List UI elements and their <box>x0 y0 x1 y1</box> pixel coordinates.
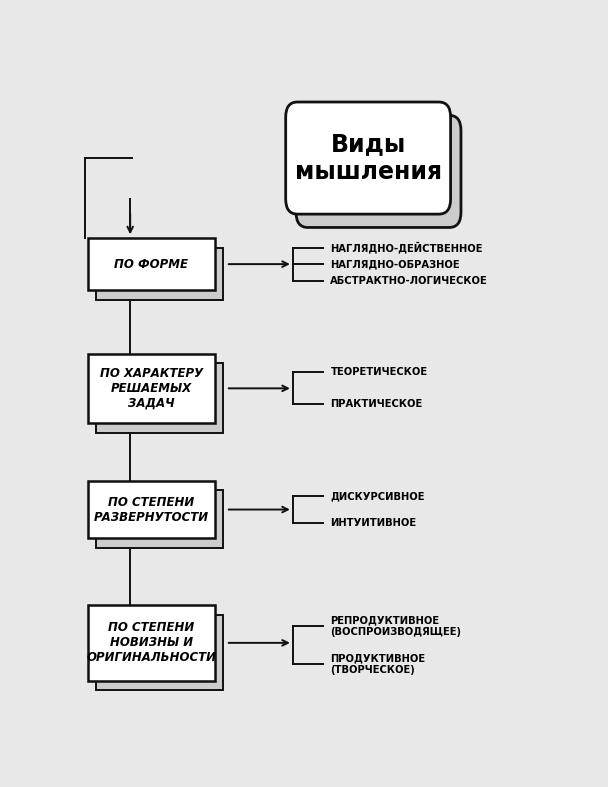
FancyBboxPatch shape <box>88 238 215 290</box>
FancyBboxPatch shape <box>88 605 215 681</box>
Text: НАГЛЯДНО-ДЕЙСТВЕННОЕ: НАГЛЯДНО-ДЕЙСТВЕННОЕ <box>331 242 483 253</box>
Text: АБСТРАКТНО-ЛОГИЧЕСКОЕ: АБСТРАКТНО-ЛОГИЧЕСКОЕ <box>331 275 488 286</box>
FancyBboxPatch shape <box>286 102 451 214</box>
Text: НАГЛЯДНО-ОБРАЗНОЕ: НАГЛЯДНО-ОБРАЗНОЕ <box>331 259 460 269</box>
Text: ПО ХАРАКТЕРУ
РЕШАЕМЫХ
ЗАДАЧ: ПО ХАРАКТЕРУ РЕШАЕМЫХ ЗАДАЧ <box>100 367 203 410</box>
FancyBboxPatch shape <box>296 116 461 227</box>
Text: ПО СТЕПЕНИ
РАЗВЕРНУТОСТИ: ПО СТЕПЕНИ РАЗВЕРНУТОСТИ <box>94 496 209 523</box>
Text: ТЕОРЕТИЧЕСКОЕ: ТЕОРЕТИЧЕСКОЕ <box>331 368 427 377</box>
Text: Виды
мышления: Виды мышления <box>295 132 441 184</box>
FancyBboxPatch shape <box>96 363 224 433</box>
FancyBboxPatch shape <box>88 481 215 538</box>
Text: ПО СТЕПЕНИ
НОВИЗНЫ И
ОРИГИНАЛЬНОСТИ: ПО СТЕПЕНИ НОВИЗНЫ И ОРИГИНАЛЬНОСТИ <box>86 622 216 664</box>
FancyBboxPatch shape <box>96 490 224 548</box>
Text: ИНТУИТИВНОЕ: ИНТУИТИВНОЕ <box>331 518 416 528</box>
FancyBboxPatch shape <box>96 248 224 300</box>
Text: ПРАКТИЧЕСКОЕ: ПРАКТИЧЕСКОЕ <box>331 399 423 409</box>
FancyBboxPatch shape <box>88 353 215 423</box>
Text: ПО ФОРМЕ: ПО ФОРМЕ <box>114 257 188 271</box>
Text: РЕПРОДУКТИВНОЕ
(ВОСПРОИЗВОДЯЩЕЕ): РЕПРОДУКТИВНОЕ (ВОСПРОИЗВОДЯЩЕЕ) <box>331 615 461 637</box>
FancyBboxPatch shape <box>96 615 224 690</box>
Text: ДИСКУРСИВНОЕ: ДИСКУРСИВНОЕ <box>331 491 425 501</box>
Text: ПРОДУКТИВНОЕ
(ТВОРЧЕСКОЕ): ПРОДУКТИВНОЕ (ТВОРЧЕСКОЕ) <box>331 653 426 675</box>
